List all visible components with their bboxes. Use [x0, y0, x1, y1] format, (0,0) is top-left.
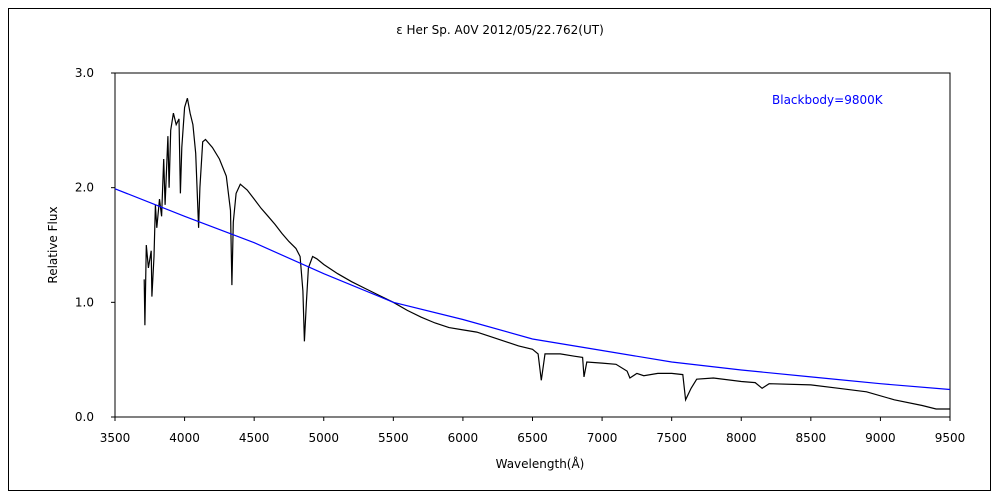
plot-area	[114, 72, 951, 418]
y-tick-label: 3.0	[75, 66, 94, 80]
y-tick-label: 0.0	[75, 410, 94, 424]
spectrum-line	[143, 98, 950, 410]
y-axis-label: Relative Flux	[46, 206, 60, 283]
x-tick-label: 8500	[796, 431, 827, 445]
x-tick-label: 6000	[448, 431, 479, 445]
chart-title: ε Her Sp. A0V 2012/05/22.762(UT)	[396, 23, 604, 37]
y-tick-label: 2.0	[75, 181, 94, 195]
y-tick-label: 1.0	[75, 295, 94, 309]
x-tick-label: 9000	[865, 431, 896, 445]
x-tick-label: 4500	[239, 431, 270, 445]
x-tick-label: 4000	[169, 431, 200, 445]
x-tick-label: 9500	[935, 431, 966, 445]
x-tick-label: 5000	[308, 431, 339, 445]
x-tick-label: 5500	[378, 431, 409, 445]
legend-blackbody: Blackbody=9800K	[772, 93, 884, 107]
blackbody-line	[114, 188, 951, 391]
x-axis-label: Wavelength(Å)	[496, 456, 585, 471]
x-tick-label: 8000	[726, 431, 757, 445]
x-tick-label: 3500	[100, 431, 131, 445]
x-tick-label: 7000	[587, 431, 618, 445]
x-tick-label: 7500	[656, 431, 687, 445]
chart-frame	[8, 8, 991, 491]
x-tick-label: 6500	[517, 431, 548, 445]
